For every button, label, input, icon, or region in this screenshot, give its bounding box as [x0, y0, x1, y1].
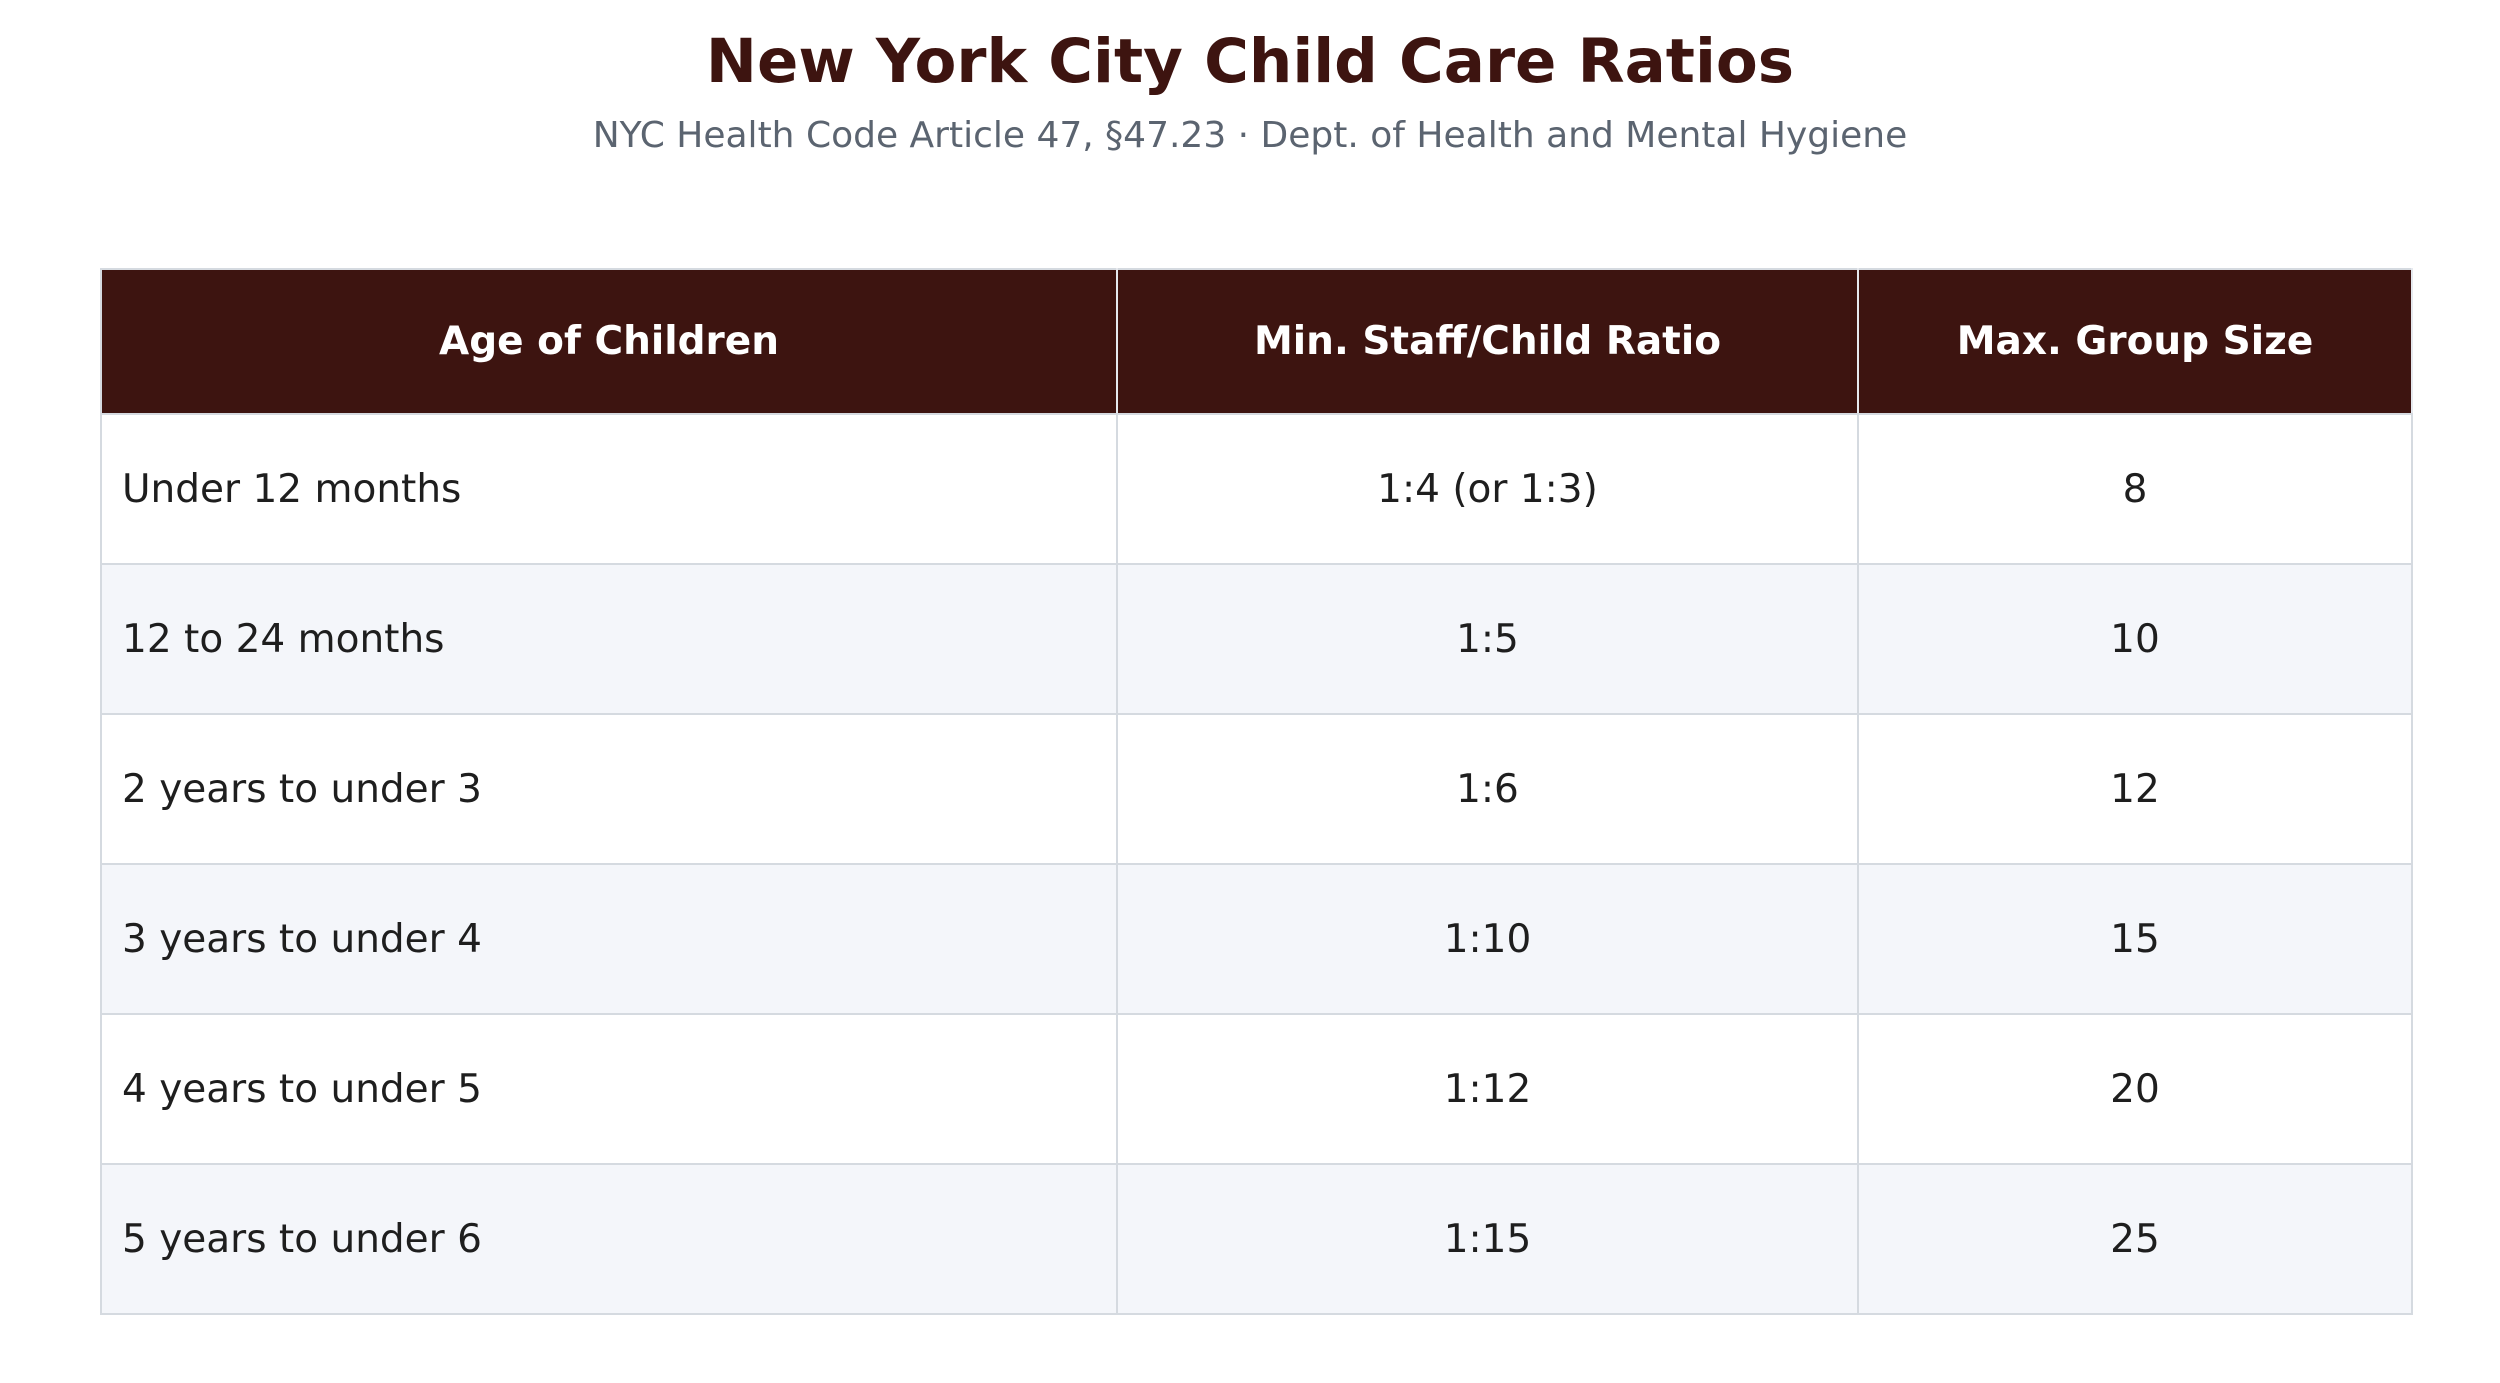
- ratio-cell: 1:12: [1116, 1013, 1859, 1165]
- ratio-cell: 1:6: [1116, 713, 1859, 865]
- ratio-cell: 1:4 (or 1:3): [1116, 413, 1859, 565]
- table-header-row: Age of Children Min. Staff/Child Ratio M…: [100, 268, 2413, 415]
- age-cell: 4 years to under 5: [100, 1013, 1118, 1165]
- table-row: Under 12 months 1:4 (or 1:3) 8: [100, 413, 2413, 565]
- table-row: 12 to 24 months 1:5 10: [100, 563, 2413, 715]
- group-size-cell: 8: [1857, 413, 2413, 565]
- column-header-age: Age of Children: [100, 268, 1118, 415]
- group-size-cell: 10: [1857, 563, 2413, 715]
- ratio-cell: 1:5: [1116, 563, 1859, 715]
- group-size-cell: 20: [1857, 1013, 2413, 1165]
- column-header-group-size: Max. Group Size: [1857, 268, 2413, 415]
- page-title: New York City Child Care Ratios: [705, 26, 1795, 97]
- table-row: 2 years to under 3 1:6 12: [100, 713, 2413, 865]
- table-row: 4 years to under 5 1:12 20: [100, 1013, 2413, 1165]
- column-header-ratio: Min. Staff/Child Ratio: [1116, 268, 1859, 415]
- page-subtitle: NYC Health Code Article 47, §47.23 · Dep…: [592, 115, 1908, 156]
- ratio-table: Age of Children Min. Staff/Child Ratio M…: [100, 268, 2413, 1315]
- age-cell: 3 years to under 4: [100, 863, 1118, 1015]
- group-size-cell: 15: [1857, 863, 2413, 1015]
- age-cell: Under 12 months: [100, 413, 1118, 565]
- ratio-cell: 1:15: [1116, 1163, 1859, 1315]
- table-row: 3 years to under 4 1:10 15: [100, 863, 2413, 1015]
- age-cell: 5 years to under 6: [100, 1163, 1118, 1315]
- table-row: 5 years to under 6 1:15 25: [100, 1163, 2413, 1315]
- group-size-cell: 12: [1857, 713, 2413, 865]
- ratio-cell: 1:10: [1116, 863, 1859, 1015]
- age-cell: 2 years to under 3: [100, 713, 1118, 865]
- age-cell: 12 to 24 months: [100, 563, 1118, 715]
- group-size-cell: 25: [1857, 1163, 2413, 1315]
